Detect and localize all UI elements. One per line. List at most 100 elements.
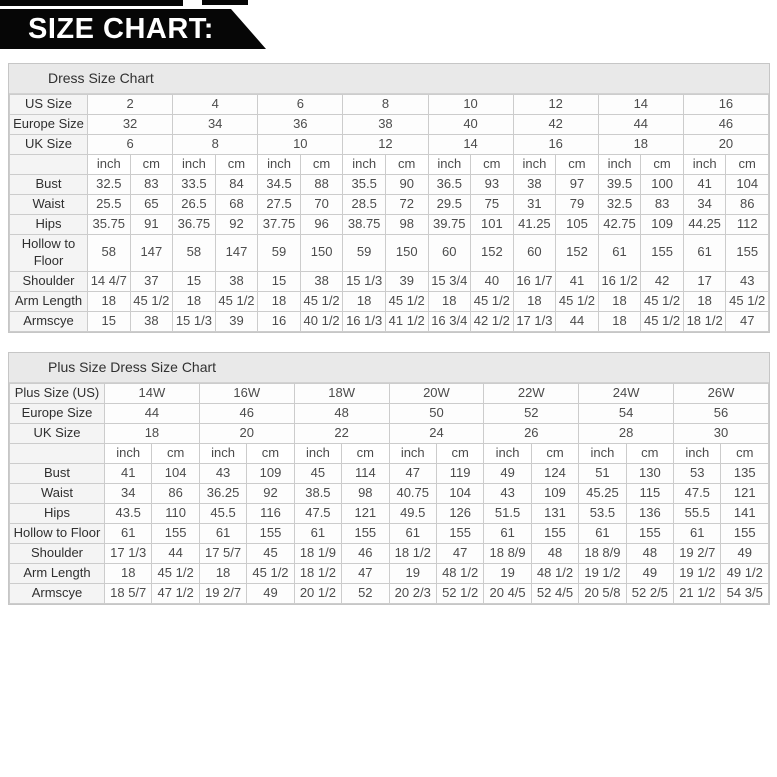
value-cell: 121 xyxy=(720,482,769,504)
value-cell: 104 xyxy=(151,462,200,484)
size-cell: 24W xyxy=(578,382,675,404)
value-cell: 104 xyxy=(725,174,769,195)
value-cell: 43 xyxy=(483,482,532,504)
unit-cell: inch xyxy=(257,154,301,175)
plus-size-dress-table: Plus Size (US) 14W 16W 18W 20W 22W 24W 26W Europ… xyxy=(9,382,769,604)
value-cell: 40 1/2 xyxy=(299,310,344,332)
size-cell: 30 xyxy=(673,422,769,444)
unit-cell: inch xyxy=(578,442,627,464)
value-cell: 20 2/3 xyxy=(388,582,437,604)
value-cell: 47 xyxy=(341,562,390,584)
value-cell: 18 1/2 xyxy=(682,310,727,332)
row-label: Bust xyxy=(9,174,88,195)
value-cell: 121 xyxy=(341,502,390,524)
unit-cell: inch xyxy=(427,154,472,175)
measure-row: Hips 43.5 110 45.5 116 47.5 121 49.5 126 51.5 131 5… xyxy=(9,502,769,524)
size-cell: 2 xyxy=(86,94,174,115)
value-cell: 48 xyxy=(530,542,580,564)
value-cell: 52 2/5 xyxy=(625,582,675,604)
value-cell: 19 1/2 xyxy=(578,562,627,584)
measure-row: Shoulder 14 4/7 37 15 38 15 38 15 1/3 39 15 3/4 40… xyxy=(9,270,769,292)
measure-row: Hollow to Floor 61 155 61 155 61 155 61 155 61 155… xyxy=(9,522,769,544)
unit-cell: cm xyxy=(214,154,259,175)
value-cell: 41 xyxy=(682,174,727,195)
value-cell: 40.75 xyxy=(388,482,437,504)
unit-cell: cm xyxy=(640,154,684,175)
row-label: Arm Length xyxy=(9,562,105,584)
value-cell: 18 xyxy=(427,290,472,312)
row-label: Europe Size xyxy=(9,402,105,424)
banner-ribbon: SIZE CHART: xyxy=(0,9,266,49)
measure-row: Hollow to Floor 58 147 58 147 59 150 59 150 60 152… xyxy=(9,234,769,272)
plus-size-dress-chart-section: Plus Size Dress Size Chart Plus Size (US… xyxy=(8,351,770,605)
size-cell: 14 xyxy=(427,134,514,155)
dress-size-table: US Size 2 4 6 8 10 12 14 16 Europe Size 32 34 36 38 40… xyxy=(9,94,770,332)
value-cell: 28.5 xyxy=(342,194,386,215)
value-cell: 45 1/2 xyxy=(151,562,200,584)
row-label: Shoulder xyxy=(9,542,105,564)
table-title: Plus Size Dress Size Chart xyxy=(9,352,769,383)
value-cell: 39 xyxy=(214,310,259,332)
size-cell: 16 xyxy=(512,134,599,155)
value-cell: 38.75 xyxy=(342,214,386,235)
value-cell: 41.25 xyxy=(512,214,557,235)
value-cell: 31 xyxy=(512,194,557,215)
value-cell: 34.5 xyxy=(257,174,301,195)
value-cell: 152 xyxy=(555,234,599,272)
value-cell: 47 xyxy=(388,462,437,484)
measure-row: Armscye 18 5/7 47 1/2 19 2/7 49 20 1/2 52 20 2/… xyxy=(9,582,769,604)
value-cell: 18 xyxy=(103,562,153,584)
row-label xyxy=(9,442,105,464)
value-cell: 92 xyxy=(246,482,295,504)
value-cell: 109 xyxy=(246,462,295,484)
value-cell: 38 xyxy=(299,270,344,292)
value-cell: 47 1/2 xyxy=(151,582,200,604)
value-cell: 17 xyxy=(682,270,727,292)
value-cell: 68 xyxy=(214,194,259,215)
value-cell: 45.25 xyxy=(578,482,627,504)
value-cell: 26.5 xyxy=(172,194,216,215)
size-row: UK Size 18 20 22 24 26 28 30 xyxy=(9,422,769,444)
size-cell: 20 xyxy=(682,134,770,155)
value-cell: 97 xyxy=(555,174,599,195)
value-cell: 54 3/5 xyxy=(720,582,769,604)
value-cell: 45 1/2 xyxy=(299,290,344,312)
value-cell: 47 xyxy=(725,310,769,332)
value-cell: 18 xyxy=(172,290,216,312)
value-cell: 45 1/2 xyxy=(640,310,684,332)
size-cell: 12 xyxy=(342,134,429,155)
value-cell: 19 2/7 xyxy=(673,542,722,564)
size-cell: 46 xyxy=(682,114,770,135)
value-cell: 38 xyxy=(214,270,259,292)
unit-cell: cm xyxy=(246,442,295,464)
value-cell: 126 xyxy=(435,502,485,524)
unit-cell: cm xyxy=(555,154,599,175)
value-cell: 112 xyxy=(725,214,769,235)
size-cell: 20W xyxy=(388,382,485,404)
value-cell: 52 1/2 xyxy=(435,582,485,604)
unit-cell: cm xyxy=(625,442,675,464)
size-cell: 24 xyxy=(388,422,485,444)
size-cell: 10 xyxy=(427,94,514,115)
value-cell: 110 xyxy=(151,502,200,524)
value-cell: 72 xyxy=(384,194,429,215)
row-label: US Size xyxy=(9,94,88,115)
unit-cell: inch xyxy=(388,442,437,464)
size-cell: 18W xyxy=(293,382,390,404)
value-cell: 19 xyxy=(388,562,437,584)
value-cell: 39 xyxy=(384,270,429,292)
value-cell: 96 xyxy=(299,214,344,235)
size-row: Europe Size 44 46 48 50 52 54 56 xyxy=(9,402,769,424)
value-cell: 34 xyxy=(103,482,153,504)
value-cell: 38.5 xyxy=(293,482,343,504)
value-cell: 19 2/7 xyxy=(198,582,248,604)
value-cell: 59 xyxy=(257,234,301,272)
value-cell: 43.5 xyxy=(103,502,153,524)
value-cell: 135 xyxy=(720,462,769,484)
unit-cell: cm xyxy=(299,154,344,175)
size-cell: 22W xyxy=(483,382,580,404)
value-cell: 109 xyxy=(640,214,684,235)
value-cell: 21 1/2 xyxy=(673,582,722,604)
row-label: UK Size xyxy=(9,422,105,444)
value-cell: 150 xyxy=(299,234,344,272)
